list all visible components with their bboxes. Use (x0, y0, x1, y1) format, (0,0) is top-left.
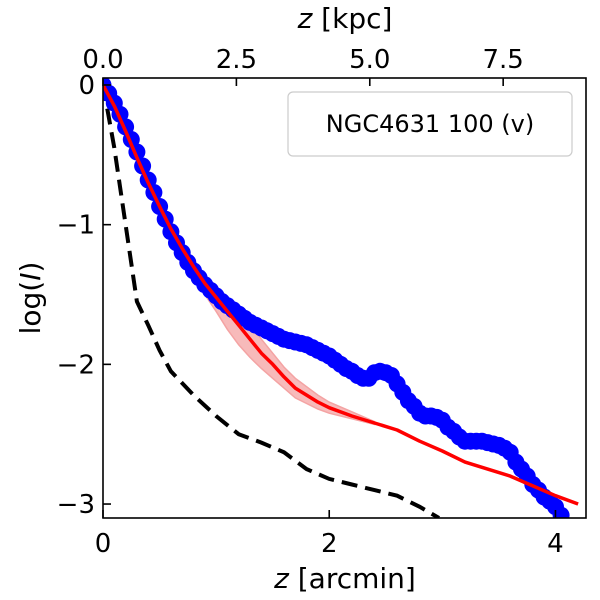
legend-box (287, 91, 573, 157)
psf-dashed-line (103, 84, 441, 518)
x2-tick-label: 0.0 (82, 45, 123, 75)
legend-label: NGC4631 100 (v) (326, 110, 534, 138)
model-line (103, 84, 579, 506)
x-axis-label: z [arcmin] (273, 562, 416, 595)
x2-axis-label: z [kpc] (297, 2, 393, 35)
y-tick-label: 0 (78, 71, 95, 101)
x2-tick-label: 7.5 (482, 45, 523, 75)
y-tick-label: −2 (57, 350, 95, 380)
y-tick-label: −3 (57, 490, 95, 520)
x2-tick-label: 5.0 (349, 45, 390, 75)
data-point (552, 506, 570, 518)
x-tick-label: 4 (547, 529, 564, 559)
x2-tick-label: 2.5 (216, 45, 257, 75)
y-axis-label: log(I) (14, 262, 47, 335)
x-tick-label: 0 (95, 529, 112, 559)
x-tick-label: 2 (321, 529, 338, 559)
plot-frame (102, 77, 587, 519)
y-tick-label: −1 (57, 211, 95, 241)
